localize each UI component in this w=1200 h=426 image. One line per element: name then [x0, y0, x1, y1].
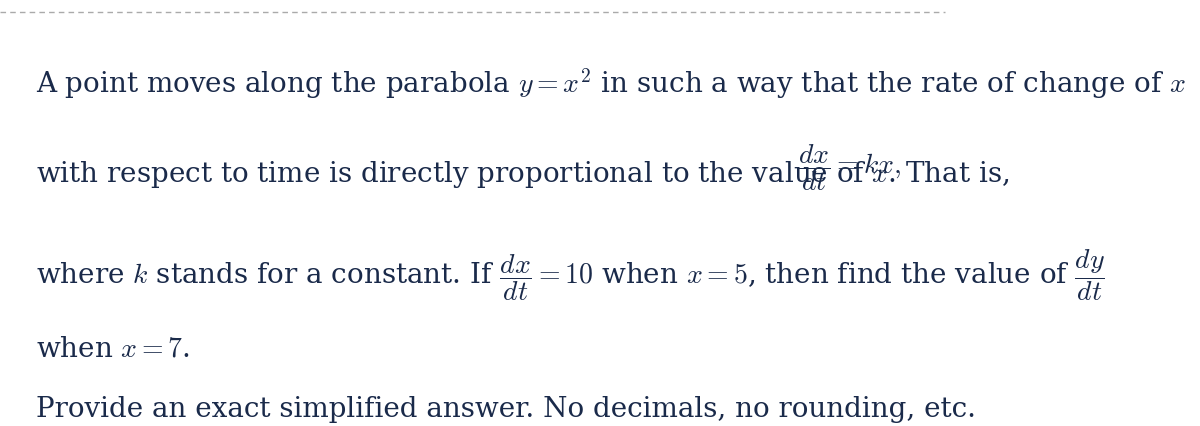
- Text: $\dfrac{dx}{dt} = kx,$: $\dfrac{dx}{dt} = kx,$: [798, 142, 901, 193]
- Text: with respect to time is directly proportional to the value of $x$. That is,: with respect to time is directly proport…: [36, 158, 1009, 190]
- Text: where $k$ stands for a constant. If $\dfrac{dx}{dt} = 10$ when $x = 5$, then fin: where $k$ stands for a constant. If $\df…: [36, 247, 1105, 303]
- Text: Provide an exact simplified answer. No decimals, no rounding, etc.: Provide an exact simplified answer. No d…: [36, 396, 976, 423]
- Text: when $x = 7$.: when $x = 7$.: [36, 336, 190, 363]
- Text: A point moves along the parabola $y = x^2$ in such a way that the rate of change: A point moves along the parabola $y = x^…: [36, 66, 1186, 101]
